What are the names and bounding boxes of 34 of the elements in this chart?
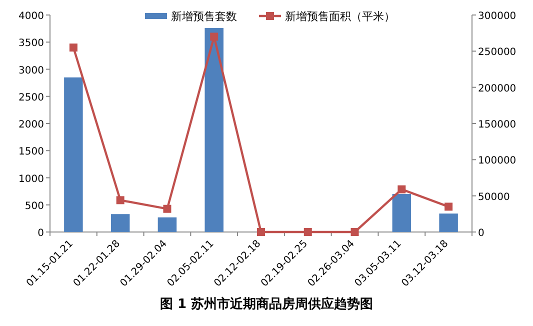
y-tick-label: 3000 — [18, 65, 44, 76]
point — [116, 196, 124, 204]
point — [304, 228, 312, 236]
legend-label: 新增预售面积（平米） — [285, 10, 395, 23]
y-tick-label: 3500 — [18, 38, 44, 50]
y2-tick-label: 150000 — [478, 120, 516, 130]
bar — [439, 214, 458, 232]
text: 图 1 苏州市近期商品房周供应趋势图 — [160, 296, 374, 312]
y-tick-label: 1500 — [18, 146, 44, 158]
point — [69, 44, 78, 52]
y2-tick-label: 200000 — [478, 83, 516, 94]
y-tick-label: 2000 — [18, 120, 44, 130]
y2-tick-label: 250000 — [478, 47, 516, 58]
point — [163, 204, 172, 213]
y-tick-label: 500 — [24, 200, 44, 212]
point — [398, 185, 406, 194]
legend-label: 新增预售套数 — [171, 10, 237, 23]
point — [350, 228, 359, 236]
y-tick-label: 4000 — [18, 11, 44, 22]
point — [444, 202, 453, 211]
bar — [204, 28, 224, 232]
point — [210, 32, 218, 41]
y-tick-label: 1000 — [18, 174, 44, 185]
bar — [392, 194, 412, 232]
y-tick-label: 2500 — [18, 92, 44, 104]
point — [257, 228, 265, 236]
y2-tick-label: 0 — [478, 228, 484, 239]
y-tick-label: 0 — [38, 228, 44, 239]
y2-tick-label: 50000 — [478, 192, 510, 203]
bar — [110, 214, 130, 232]
y2-tick-label: 100000 — [478, 156, 516, 167]
bar — [64, 77, 83, 232]
bar — [158, 217, 177, 232]
y2-tick-label: 300000 — [478, 11, 516, 22]
